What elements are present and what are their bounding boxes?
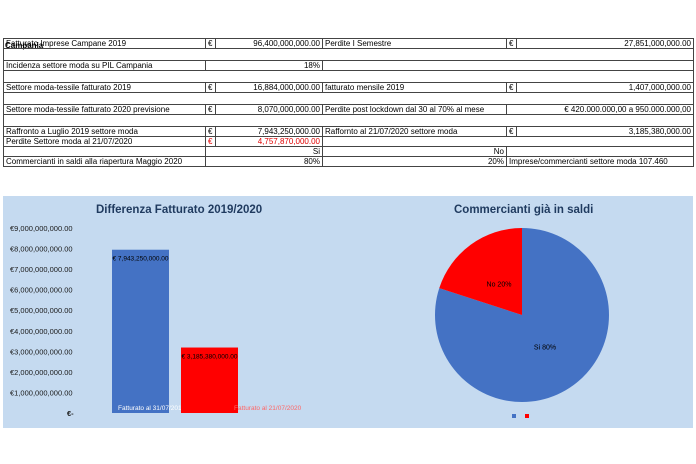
y-tick-label: €2,000,000,000.00 <box>10 368 73 377</box>
cell-value[interactable]: 4,757,870,000.00 <box>215 136 323 147</box>
table-row: Settore moda-tessile fatturato 2020 prev… <box>3 104 694 115</box>
no-value[interactable]: 20% <box>322 156 507 167</box>
y-tick-label: €6,000,000,000.00 <box>10 286 73 295</box>
cell-value[interactable]: 16,884,000,000.00 <box>215 82 323 93</box>
y-tick-label: €4,000,000,000.00 <box>10 327 73 336</box>
cell-label[interactable]: Commercianti in saldi alla riapertura Ma… <box>3 156 206 167</box>
si-value[interactable]: 80% <box>205 156 323 167</box>
table-row: Commercianti in saldi alla riapertura Ma… <box>3 156 694 167</box>
y-tick-label: €8,000,000,000.00 <box>10 245 73 254</box>
x-tick-label: Fatturato al 31/07/2019 <box>118 405 186 412</box>
pie-slice <box>439 228 522 315</box>
pie-chart-title: Commercianti già in saldi <box>454 204 594 216</box>
empty-cell[interactable] <box>322 60 694 71</box>
spreadsheet-table: Fatturato Imprese Campane 2019 € 96,400,… <box>3 38 694 167</box>
no-header[interactable]: No <box>322 146 507 157</box>
cell-value[interactable]: 96,400,000,000.00 <box>215 38 323 49</box>
cell-value[interactable]: 1,407,000,000.00 <box>516 82 694 93</box>
table-row <box>3 114 694 127</box>
y-tick-label: €9,000,000,000.00 <box>10 224 73 233</box>
table-row: Incidenza settore moda su PIL Campania 1… <box>3 60 694 71</box>
cell-label[interactable]: Perdite Settore moda al 21/07/2020 <box>3 136 206 147</box>
pie-data-label: Si 80% <box>534 345 556 352</box>
cell-label[interactable]: Perdite post lockdown dal 30 al 70% al m… <box>322 104 507 115</box>
cell-label[interactable]: Perdite I Semestre <box>322 38 507 49</box>
currency-cell[interactable]: € <box>205 104 216 115</box>
cell-value[interactable]: 7,943,250,000.00 <box>215 126 323 137</box>
y-tick-label: €7,000,000,000.00 <box>10 265 73 274</box>
bar-data-label: € 3,185,380,000.00 <box>181 354 237 361</box>
chart-area: Differenza Fatturato 2019/2020 Commercia… <box>3 196 693 428</box>
table-row: Fatturato Imprese Campane 2019 € 96,400,… <box>3 38 694 49</box>
table-row: Settore moda-tessile fatturato 2019 € 16… <box>3 82 694 93</box>
legend-swatch <box>525 414 529 418</box>
empty-cell[interactable] <box>3 70 694 83</box>
currency-cell[interactable]: € <box>506 82 517 93</box>
currency-cell[interactable]: € <box>506 38 517 49</box>
table-row <box>3 70 694 83</box>
currency-cell[interactable]: € <box>205 136 216 147</box>
y-tick-label: €3,000,000,000.00 <box>10 347 73 356</box>
bar-chart-title: Differenza Fatturato 2019/2020 <box>96 204 263 216</box>
currency-cell[interactable]: € <box>205 126 216 137</box>
y-tick-label: €- <box>67 409 74 418</box>
empty-cell[interactable] <box>3 146 206 157</box>
cell-label[interactable]: Raffornto al 21/07/2020 settore moda <box>322 126 507 137</box>
table-row: Raffronto a Luglio 2019 settore moda € 7… <box>3 126 694 137</box>
cell-label[interactable]: fatturato mensile 2019 <box>322 82 507 93</box>
bar <box>112 249 169 413</box>
empty-cell[interactable] <box>3 92 694 105</box>
y-tick-label: €5,000,000,000.00 <box>10 306 73 315</box>
empty-cell[interactable] <box>506 146 694 157</box>
si-header[interactable]: Si <box>205 146 323 157</box>
bar <box>181 347 238 413</box>
cell-label[interactable]: Raffronto a Luglio 2019 settore moda <box>3 126 206 137</box>
y-tick-label: €1,000,000,000.00 <box>10 388 73 397</box>
pie-data-label: No 20% <box>487 281 512 288</box>
cell-value[interactable]: 27,851,000,000.00 <box>516 38 694 49</box>
cell-label[interactable]: Settore moda-tessile fatturato 2020 prev… <box>3 104 206 115</box>
cell-value[interactable]: 18% <box>205 60 323 71</box>
cell-label[interactable]: Incidenza settore moda su PIL Campania <box>3 60 206 71</box>
cell-label[interactable]: Settore moda-tessile fatturato 2019 <box>3 82 206 93</box>
currency-cell[interactable]: € <box>205 82 216 93</box>
cell-label[interactable]: Fatturato Imprese Campane 2019 <box>3 38 206 49</box>
legend-swatch <box>512 414 516 418</box>
x-tick-label: Fatturato al 21/07/2020 <box>234 405 302 412</box>
table-row: Perdite Settore moda al 21/07/2020 € 4,7… <box>3 136 694 147</box>
table-row <box>3 48 694 61</box>
empty-cell[interactable] <box>3 114 694 127</box>
table-row: Si No <box>3 146 694 157</box>
cell-value[interactable]: 3,185,380,000.00 <box>516 126 694 137</box>
table-row <box>3 92 694 105</box>
cell-value[interactable]: 8,070,000,000.00 <box>215 104 323 115</box>
cell-value[interactable]: € 420.000.000,00 a 950.000.000,00 <box>506 104 694 115</box>
bar-data-label: € 7,943,250,000.00 <box>112 256 168 263</box>
currency-cell[interactable]: € <box>205 38 216 49</box>
empty-cell[interactable] <box>3 48 694 61</box>
currency-cell[interactable]: € <box>506 126 517 137</box>
empty-cell[interactable] <box>322 136 694 147</box>
charts-svg: €- €1,000,000,000.00 €2,000,000,000.00 €3,0… <box>10 224 609 418</box>
note-cell[interactable]: Imprese/commercianti settore moda 107.46… <box>506 156 694 167</box>
